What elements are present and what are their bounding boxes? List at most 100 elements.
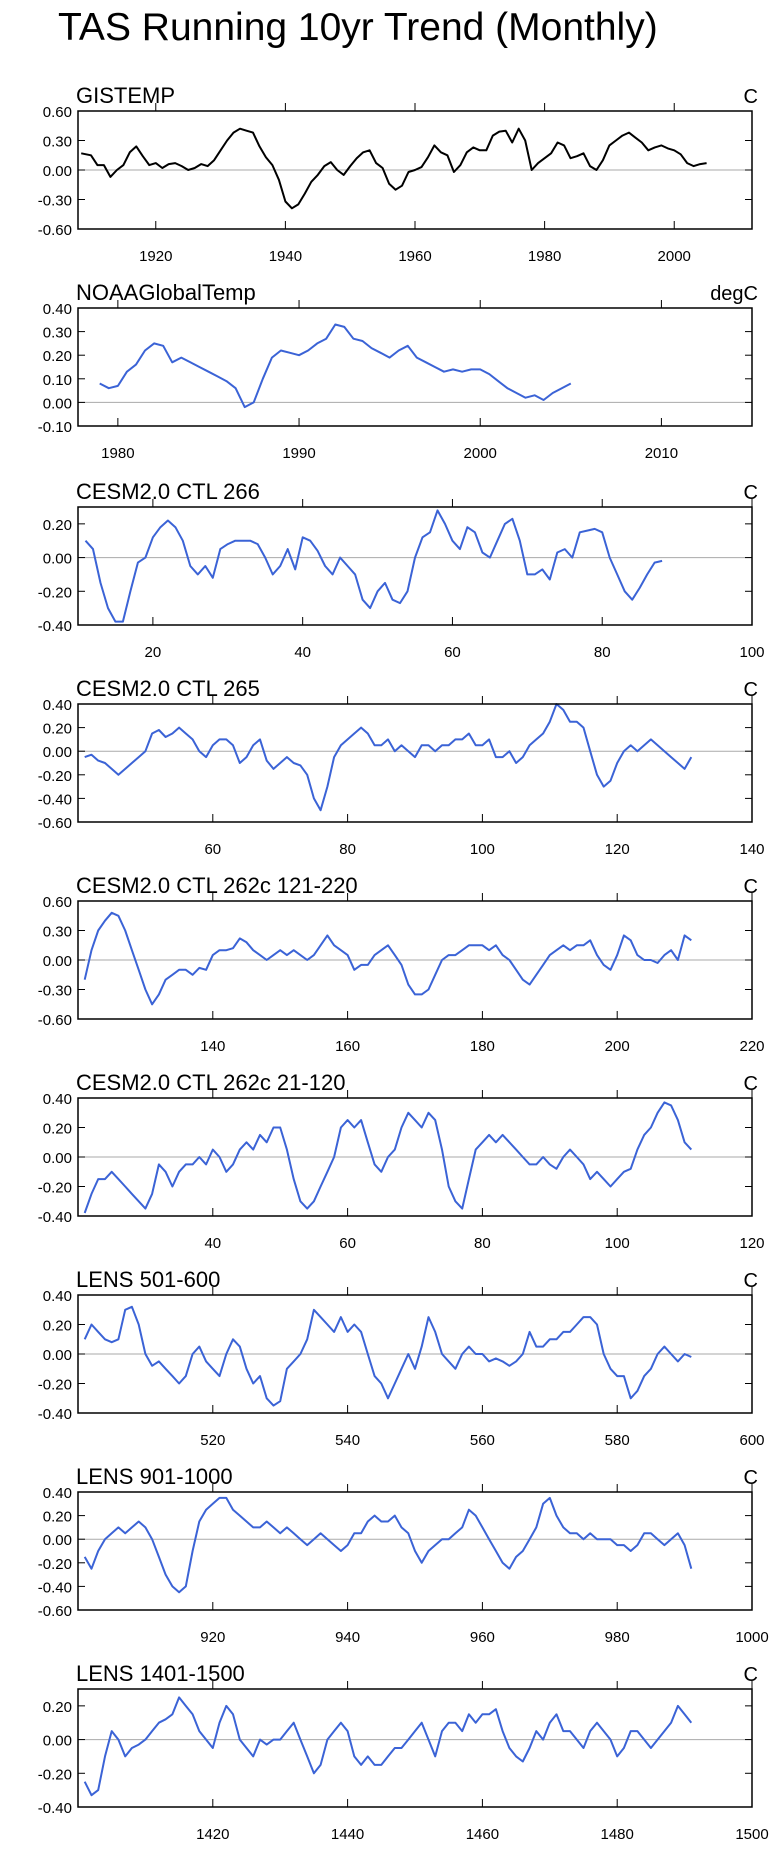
x-tick-label: 60: [444, 644, 461, 661]
x-tick-label: 80: [594, 644, 611, 661]
y-tick-label: 0.00: [43, 1347, 72, 1364]
plot-frame: [77, 1688, 753, 1808]
units-label: C: [744, 1073, 758, 1095]
y-tick-label: 0.40: [43, 1485, 72, 1502]
x-tick-label: 1460: [466, 1826, 499, 1843]
x-tick-label: 1420: [196, 1826, 229, 1843]
x-tick-label: 40: [204, 1235, 221, 1252]
x-tick-label: 120: [605, 841, 630, 858]
plot-frame: [77, 307, 753, 427]
x-tick-label: 140: [200, 1038, 225, 1055]
x-tick-label: 1480: [601, 1826, 634, 1843]
x-tick-label: 940: [335, 1629, 360, 1646]
y-tick-label: -0.40: [38, 618, 72, 635]
y-tick-label: 0.40: [43, 697, 72, 714]
series-line: [81, 127, 707, 210]
panel-title: CESM2.0 CTL 266: [76, 479, 260, 504]
x-tick-label: 2000: [464, 445, 497, 462]
y-tick-label: 0.40: [43, 1091, 72, 1108]
y-tick-label: 0.00: [43, 1733, 72, 1750]
y-tick-label: 0.10: [43, 372, 72, 389]
series-line: [83, 1696, 693, 1797]
y-tick-label: -0.20: [38, 584, 72, 601]
y-tick-label: 0.00: [43, 1532, 72, 1549]
series-line: [99, 323, 572, 409]
chart-panel-3: CESM2.0 CTL 265 C -0.60 -0.40 -0.20 0.00 0.20 0…: [38, 676, 765, 858]
y-tick-label: -0.10: [38, 419, 72, 436]
y-tick-label: 0.20: [43, 348, 72, 365]
panel-title: NOAAGlobalTemp: [76, 280, 256, 305]
y-tick-label: 0.60: [43, 894, 72, 911]
series-line: [83, 911, 692, 1006]
y-tick-label: 0.30: [43, 325, 72, 342]
units-label: C: [744, 1270, 758, 1292]
y-tick-label: 0.40: [43, 1288, 72, 1305]
y-tick-label: 0.20: [43, 1318, 72, 1335]
x-tick-label: 1500: [735, 1826, 768, 1843]
plot-frame: [77, 506, 753, 626]
y-tick-label: -0.20: [38, 1377, 72, 1394]
y-tick-label: 0.00: [43, 551, 72, 568]
x-tick-label: 140: [739, 841, 764, 858]
x-tick-label: 520: [200, 1432, 225, 1449]
x-tick-label: 600: [739, 1432, 764, 1449]
units-label: C: [744, 876, 758, 898]
x-tick-label: 80: [339, 841, 356, 858]
x-tick-label: 960: [470, 1629, 495, 1646]
y-tick-label: -0.20: [38, 1556, 72, 1573]
y-tick-label: 0.60: [43, 104, 72, 121]
panel-title: CESM2.0 CTL 265: [76, 676, 260, 701]
x-tick-label: 80: [474, 1235, 491, 1252]
page-title: TAS Running 10yr Trend (Monthly): [58, 6, 658, 49]
y-tick-label: -0.60: [38, 1012, 72, 1029]
x-tick-label: 100: [739, 644, 764, 661]
y-tick-label: 0.00: [43, 163, 72, 180]
chart-panel-5: CESM2.0 CTL 262c 21-120 C -0.40 -0.20 0.00 0.…: [38, 1070, 765, 1252]
panel-title: CESM2.0 CTL 262c 21-120: [76, 1070, 345, 1095]
units-label: C: [744, 482, 758, 504]
x-tick-label: 1920: [139, 248, 172, 265]
y-tick-label: -0.20: [38, 1766, 72, 1783]
y-tick-label: -0.40: [38, 791, 72, 808]
panel-title: LENS 501-600: [76, 1267, 220, 1292]
y-tick-label: -0.20: [38, 768, 72, 785]
y-tick-label: -0.40: [38, 1800, 72, 1817]
plot-frame: [77, 1491, 753, 1611]
chart-panel-4: CESM2.0 CTL 262c 121-220 C -0.60 -0.30 0.00 0…: [38, 873, 765, 1055]
x-tick-label: 580: [605, 1432, 630, 1449]
y-tick-label: -0.20: [38, 1180, 72, 1197]
series-line: [83, 1305, 692, 1407]
y-tick-label: 0.20: [43, 1121, 72, 1138]
y-tick-label: 0.20: [43, 1509, 72, 1526]
series-line: [83, 1496, 693, 1594]
x-tick-label: 2000: [658, 248, 691, 265]
x-tick-label: 540: [335, 1432, 360, 1449]
y-tick-label: 0.00: [43, 744, 72, 761]
y-tick-label: 0.40: [43, 301, 72, 318]
x-tick-label: 40: [294, 644, 311, 661]
y-tick-label: -0.40: [38, 1579, 72, 1596]
x-tick-label: 60: [204, 841, 221, 858]
units-label: C: [744, 1467, 758, 1489]
x-tick-label: 1940: [269, 248, 302, 265]
chart-panel-8: LENS 1401-1500 C -0.40 -0.20 0.00 0.20 1420 144…: [38, 1661, 769, 1843]
y-tick-label: -0.40: [38, 1406, 72, 1423]
series-line: [84, 703, 693, 812]
panel-title: LENS 1401-1500: [76, 1661, 245, 1686]
x-tick-label: 60: [339, 1235, 356, 1252]
y-tick-label: -0.40: [38, 1209, 72, 1226]
x-tick-label: 980: [605, 1629, 630, 1646]
chart-panel-7: LENS 901-1000 C -0.60 -0.40 -0.20 0.00 0.20 0.4…: [38, 1464, 769, 1646]
x-tick-label: 1440: [331, 1826, 364, 1843]
y-tick-label: 0.20: [43, 517, 72, 534]
units-label: degC: [710, 283, 758, 305]
chart-panel-2: CESM2.0 CTL 266 C -0.40 -0.20 0.00 0.20 20 40 60…: [38, 479, 765, 661]
plot-frame: [77, 703, 753, 823]
x-tick-label: 100: [470, 841, 495, 858]
y-tick-label: 0.20: [43, 721, 72, 738]
y-tick-label: 0.30: [43, 924, 72, 941]
y-tick-label: -0.60: [38, 1603, 72, 1620]
chart-panel-6: LENS 501-600 C -0.40 -0.20 0.00 0.20 0.40 520 54…: [38, 1267, 765, 1449]
y-tick-label: 0.20: [43, 1699, 72, 1716]
